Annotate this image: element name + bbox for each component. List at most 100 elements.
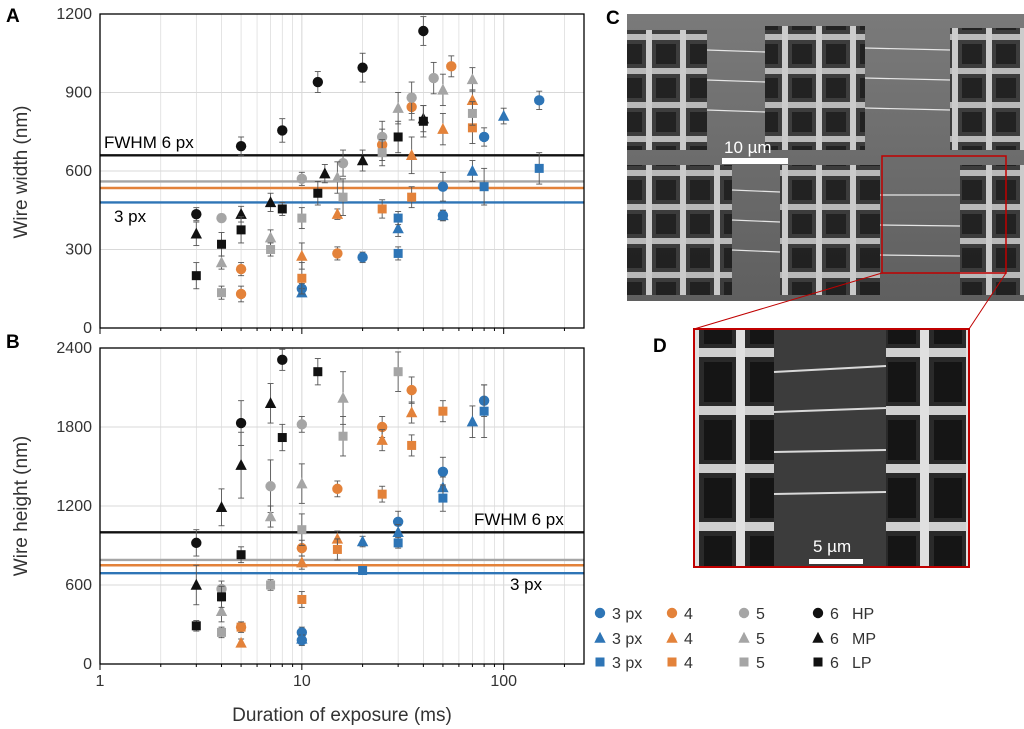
panel-a-plot-frame: [99, 13, 585, 329]
data-point: [407, 192, 417, 202]
data-point: [190, 578, 203, 590]
legend-label: 3 px: [612, 655, 642, 672]
data-point: [446, 61, 457, 72]
panel-c-sem-image: C 10 µm: [606, 8, 1024, 330]
panel-d-lattice-block: [886, 329, 969, 567]
data-point: [377, 204, 387, 214]
panel-d-label: D: [653, 336, 667, 357]
data-point: [331, 171, 344, 183]
panel-a-3px-label: 3 px: [114, 207, 147, 226]
legend-power-label: MP: [852, 631, 876, 648]
panel-c-label: C: [606, 8, 620, 29]
data-point: [191, 621, 201, 631]
data-point: [428, 72, 439, 84]
data-point: [393, 538, 403, 548]
data-point: [217, 627, 227, 637]
data-point: [296, 556, 308, 568]
data-point: [215, 256, 228, 268]
data-point: [215, 501, 228, 513]
y-tick-label: 0: [83, 320, 92, 337]
y-tick-label: 1200: [56, 6, 92, 23]
legend-marker: [813, 657, 823, 667]
panel-c-zoom-connector: [693, 272, 883, 330]
data-point: [479, 406, 489, 416]
panel-b-fwhm-label: FWHM 6 px: [474, 510, 564, 529]
data-point: [217, 239, 227, 249]
data-point: [331, 532, 344, 544]
data-point: [191, 271, 201, 281]
panel-c-zoom-connector: [968, 272, 1007, 330]
legend-label: 3 px: [612, 606, 642, 623]
data-point: [418, 116, 428, 126]
data-point: [235, 417, 247, 429]
data-point: [405, 149, 418, 160]
data-point: [191, 537, 202, 549]
data-point: [313, 188, 323, 198]
data-point: [313, 367, 323, 377]
data-point: [393, 132, 403, 142]
data-point: [236, 550, 246, 560]
legend-label: 5: [756, 606, 765, 623]
panel-b-ylabel: Wire height (nm): [11, 436, 32, 576]
data-point: [437, 466, 449, 477]
data-point: [437, 83, 449, 95]
panel-d-scale-bar: [809, 559, 863, 564]
data-point: [266, 245, 276, 254]
panel-b-reference-lines: [100, 531, 584, 575]
data-point: [296, 632, 308, 644]
panel-c-lattice-block: [960, 165, 1024, 295]
legend-marker: [666, 607, 678, 619]
x-tick-label: 1: [96, 673, 105, 690]
panel-a-gridlines: [99, 13, 584, 334]
panel-a-chart: A 0 300 600 900 1200 Wire width (nm) FWHM 6 …: [6, 6, 585, 337]
legend-marker: [812, 607, 824, 619]
panel-b-3px-label: 3 px: [510, 575, 543, 594]
data-point: [264, 397, 277, 408]
legend-marker: [738, 607, 750, 619]
data-point: [467, 123, 477, 133]
panel-a-data-points: [190, 16, 545, 303]
data-point: [265, 481, 276, 492]
panel-b-label: B: [6, 332, 20, 353]
panel-c-lattice-block: [627, 30, 707, 150]
panel-d-frame: [693, 328, 970, 568]
panel-c-zoom-region: [881, 155, 1007, 274]
data-point: [466, 164, 479, 176]
data-point: [406, 384, 417, 396]
data-point: [479, 182, 489, 192]
y-tick-label: 600: [65, 163, 92, 180]
data-point: [338, 192, 348, 202]
legend-marker: [738, 631, 750, 643]
panel-c-wires: [706, 47, 961, 257]
data-point: [235, 636, 247, 648]
data-point: [191, 208, 202, 220]
data-point: [437, 181, 449, 192]
panel-c-lattice-block: [950, 28, 1024, 150]
panel-c-lattice-block: [780, 165, 880, 295]
panel-d-scale-label: 5 µm: [813, 537, 851, 556]
data-point: [277, 204, 287, 214]
data-point: [296, 419, 308, 430]
panel-b-tick-labels: 0 600 1200 1800 2400 1 10 100: [56, 340, 517, 690]
data-point: [297, 213, 307, 223]
panel-c-lattice-block: [765, 26, 865, 150]
panel-b-xlabel: Duration of exposure (ms): [232, 705, 452, 726]
legend-marker: [595, 657, 605, 667]
data-point: [393, 213, 403, 223]
data-point: [217, 288, 227, 298]
data-point: [277, 125, 288, 136]
data-point: [466, 94, 479, 106]
y-tick-label: 2400: [56, 340, 92, 357]
data-point: [331, 207, 344, 219]
panel-a-fwhm-label: FWHM 6 px: [104, 133, 194, 152]
panel-d-wires: [773, 365, 887, 495]
data-point: [377, 148, 387, 158]
y-tick-label: 600: [65, 577, 92, 594]
data-point: [264, 196, 277, 208]
data-point: [236, 622, 246, 632]
data-point: [217, 592, 227, 602]
y-tick-label: 0: [83, 656, 92, 673]
data-point: [406, 92, 417, 103]
data-point: [418, 25, 429, 37]
